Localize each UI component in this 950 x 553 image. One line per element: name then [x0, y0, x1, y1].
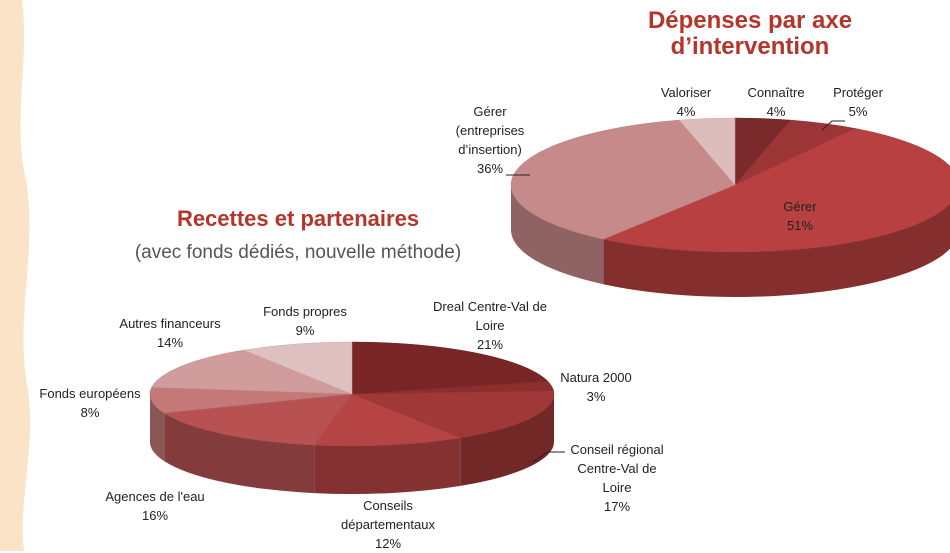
value-label: 12% [328, 534, 448, 553]
value-label: 17% [565, 497, 670, 516]
chart-subtitle: (avec fonds dédiés, nouvelle méthode) [88, 242, 508, 264]
category-label: Autres financeurs [105, 314, 235, 333]
value-label: 36% [443, 159, 538, 178]
value-label: 4% [731, 102, 821, 121]
chart-title: Dépenses par axe d’intervention [620, 8, 880, 60]
chart-title: Recettes et partenaires [118, 206, 478, 232]
value-label: 8% [25, 403, 155, 422]
pie-side [314, 438, 460, 494]
category-label: Protéger [813, 83, 903, 102]
category-label: Connaître [731, 83, 821, 102]
value-label: 5% [813, 102, 903, 121]
category-label: Fonds propres [250, 302, 360, 321]
category-label: Natura 2000 [546, 368, 646, 387]
category-label: Dreal Centre-Val de Loire [429, 297, 551, 335]
category-label: Conseil régional Centre-Val de Loire [565, 440, 670, 497]
category-label: Valoriser [641, 83, 731, 102]
category-label: Fonds européens [25, 384, 155, 403]
category-label: Conseils départementaux [328, 496, 448, 534]
slice-label: Gérer (entreprises d’insertion)36% [443, 102, 538, 178]
value-label: 16% [90, 506, 220, 525]
category-label: Gérer [760, 197, 840, 216]
value-label: 3% [546, 387, 646, 406]
value-label: 51% [760, 216, 840, 235]
category-label: Agences de l'eau [90, 487, 220, 506]
page: Dépenses par axe d’intervention Recettes… [0, 0, 950, 551]
side-decoration [0, 0, 30, 551]
category-label: Gérer (entreprises d’insertion) [443, 102, 538, 159]
value-label: 14% [105, 333, 235, 352]
value-label: 9% [250, 321, 360, 340]
value-label: 21% [429, 335, 551, 354]
value-label: 4% [641, 102, 731, 121]
